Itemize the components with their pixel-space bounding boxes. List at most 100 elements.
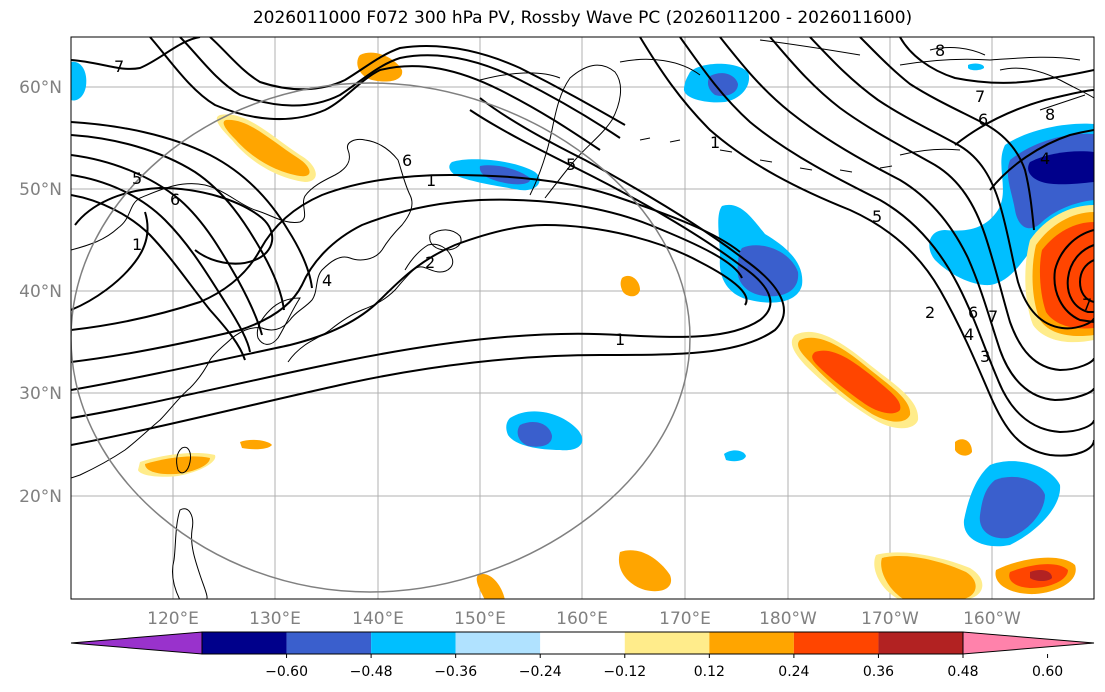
contour-trough-d	[769, 37, 1094, 372]
colorbar-extend-low	[70, 631, 203, 655]
contour-label: 7	[975, 87, 985, 106]
colorbar-tick-label: −0.36	[434, 664, 477, 680]
shade-patch	[1030, 570, 1052, 581]
colorbar-tick-label: 0.60	[1032, 664, 1063, 680]
shade-patch	[517, 422, 552, 447]
colorbar-segment	[793, 632, 879, 654]
colorbar-tick-label: 0.24	[778, 664, 809, 680]
contour-label: 7	[1082, 295, 1092, 314]
colorbar-extend-high	[962, 631, 1095, 655]
contour-ne-a	[954, 89, 1094, 146]
latitude-label: 60°N	[19, 78, 62, 98]
colorbar-tick-label: 0.48	[947, 664, 978, 680]
shade-patch	[812, 350, 901, 414]
contour-circle-left	[74, 186, 274, 265]
contour-2	[71, 97, 785, 446]
longitude-label: 160°W	[963, 609, 1021, 629]
contour-labels: 7 5 6 1 6 2 4 5 1 8 7 6 8 4 1 5 6 7 2 4	[114, 41, 1092, 366]
coast-philippines	[172, 508, 208, 599]
contour-label: 5	[566, 155, 576, 174]
contour-north-6	[71, 174, 251, 353]
coast-aleutians	[639, 137, 893, 173]
contour-ridge-a	[71, 37, 201, 70]
shade-patch	[145, 456, 210, 475]
coastlines	[71, 39, 1094, 599]
longitude-label: 160°E	[556, 609, 608, 629]
contour-label: 1	[615, 330, 625, 349]
contour-label: 7	[988, 307, 998, 326]
contour-label: 1	[710, 133, 720, 152]
contour-label: 6	[170, 190, 180, 209]
shade-patch	[955, 439, 972, 456]
contour-trough-f	[859, 37, 1035, 231]
colorbar: −0.60 −0.48 −0.36 −0.24 −0.12 0.12 0.24 0.36 0.4…	[70, 631, 1095, 680]
shade-patch	[1039, 222, 1094, 329]
coast-korea	[256, 297, 301, 345]
contour-label: 4	[1040, 149, 1050, 168]
contour-label: 5	[132, 169, 142, 188]
gridlines	[71, 37, 1094, 599]
contour-label: 1	[132, 235, 142, 254]
contour-label: 6	[978, 110, 988, 129]
shade-patch	[240, 439, 272, 450]
colorbar-segment	[709, 632, 794, 654]
map-frame	[70, 36, 1095, 600]
longitude-label: 150°E	[454, 609, 506, 629]
shade-patch	[479, 165, 531, 185]
contour-trough-a	[639, 37, 1094, 457]
colorbar-tick-label: 0.12	[694, 664, 725, 680]
pv-contours	[71, 37, 1094, 457]
shade-patch	[737, 245, 799, 297]
coast-kamchatka	[529, 64, 622, 199]
contour-re-2	[1066, 244, 1094, 313]
contour-trough-b	[679, 37, 1094, 434]
colorbar-segment	[286, 632, 372, 654]
contour-north-5	[71, 194, 246, 361]
shade-patch	[979, 476, 1045, 539]
shade-patch	[620, 275, 640, 297]
coast-asia	[71, 139, 413, 479]
colorbar-segment	[455, 632, 541, 654]
contour-trough-c	[719, 37, 1094, 402]
longitude-label: 170°E	[659, 609, 711, 629]
latitude-labels: 60°N 50°N 40°N 30°N 20°N	[19, 78, 62, 507]
contour-ridge-c	[179, 37, 621, 139]
contour-label: 8	[1045, 105, 1055, 124]
contour-label: 2	[425, 253, 435, 272]
contour-label: 4	[322, 271, 332, 290]
contour-inner-c	[71, 173, 741, 331]
coast-hokkaido	[429, 229, 462, 251]
shade-patch	[881, 556, 976, 599]
shade-patch	[223, 119, 310, 177]
colorbar-frame	[201, 631, 964, 655]
contour-1-south	[71, 109, 772, 419]
contour-north-8	[71, 134, 285, 311]
reference-circle	[71, 82, 691, 593]
colorbar-tick-label: −0.24	[519, 664, 562, 680]
contour-label: 1	[426, 171, 436, 190]
longitude-label: 180°W	[759, 609, 817, 629]
shade-patch	[1028, 151, 1094, 185]
contour-ridge-b	[149, 37, 601, 151]
contour-label: 6	[402, 151, 412, 170]
contour-north-9	[71, 121, 313, 289]
pv-shading	[71, 52, 1094, 599]
contour-label: 4	[964, 325, 974, 344]
colorbar-tick-label: −0.12	[603, 664, 646, 680]
contour-label: 3	[980, 347, 990, 366]
contour-ne-b	[989, 129, 1094, 191]
colorbar-segment	[624, 632, 710, 654]
longitude-label: 170°W	[861, 609, 919, 629]
colorbar-tick-label: −0.60	[265, 664, 308, 680]
contour-top-right	[899, 37, 1094, 84]
figure-title: 2026011000 F072 300 hPa PV, Rossby Wave …	[252, 8, 913, 28]
shade-patch	[707, 73, 738, 96]
latitude-label: 20°N	[19, 487, 62, 507]
contour-inner-a	[71, 223, 748, 391]
contour-trough-e	[809, 37, 1094, 330]
latitude-label: 30°N	[19, 384, 62, 404]
colorbar-tick-label: −0.48	[350, 664, 393, 680]
latitude-label: 50°N	[19, 180, 62, 200]
